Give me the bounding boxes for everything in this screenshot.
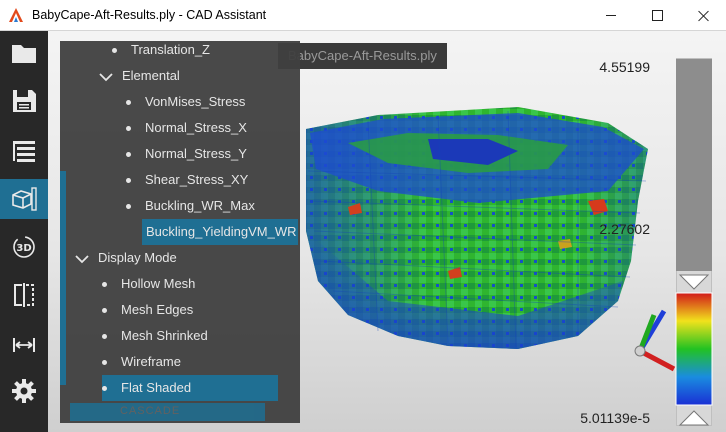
tree-item-label: Buckling_YieldingVM_WR [146,224,297,239]
ship-hull-model[interactable] [48,31,726,432]
measure-button[interactable] [0,325,48,365]
save-icon [13,90,36,112]
bullet-icon [126,100,131,106]
tree-item-shear-stress-xy[interactable]: Shear_Stress_XY [126,167,248,193]
tree-item-label: Flat Shaded [121,380,192,395]
tree-item-normal-stress-y[interactable]: Normal_Stress_Y [126,141,247,167]
scale-max-label: 4.55199 [599,59,650,75]
close-icon [697,10,709,22]
upper-range-handle-icon[interactable] [678,274,710,290]
tree-item-buckling-yieldingvm-wr[interactable]: Buckling_YieldingVM_WR [142,219,298,245]
left-toolbar: 3D [0,31,48,432]
tree-item-label: Wireframe [121,354,181,369]
tree-item-flat-shaded[interactable]: Flat Shaded [102,375,278,401]
color-scale-legend: 4.55199 2.27602 5.01139e-5 [580,53,714,431]
bullet-icon [102,360,107,366]
tree-item-hollow-mesh[interactable]: Hollow Mesh [102,271,195,297]
3d-view-button[interactable]: 3D [0,227,48,267]
lower-range-handle-icon[interactable] [678,410,710,426]
tree-group-display-mode[interactable]: Display Mode [74,245,177,271]
section-plane-icon [14,283,34,307]
open-file-button[interactable] [0,33,48,73]
settings-button[interactable] [0,371,48,411]
section-plane-button[interactable] [0,275,48,315]
tree-item-label: Translation_Z [131,42,210,57]
scale-gradient [675,59,713,426]
close-button[interactable] [680,0,726,31]
tree-item-label: Elemental [122,68,180,83]
tree-item-normal-stress-x[interactable]: Normal_Stress_X [126,115,247,141]
tree-item-label: Mesh Edges [121,302,194,317]
measure-icon [13,338,35,352]
bullet-icon [102,282,107,288]
tree-item-label: Buckling_WR_Max [145,198,255,213]
tree-group-elemental[interactable]: Elemental [98,63,180,89]
bullet-icon [102,334,107,340]
display-mode-button[interactable] [0,179,48,219]
chevron-down-icon [75,254,89,263]
maximize-button[interactable] [634,0,680,31]
bullet-icon [112,48,117,54]
maximize-icon [651,10,663,21]
svg-text:3D: 3D [16,243,31,254]
bullet-icon [102,308,107,314]
app-logo-icon [9,8,23,22]
tree-item-translation-z[interactable]: Translation_Z [112,41,210,63]
tree-item-label: Shear_Stress_XY [145,172,249,187]
scale-min-label: 5.01139e-5 [580,410,650,426]
tree-item-label: Normal_Stress_Y [145,146,247,161]
tree-item-label: Hollow Mesh [121,276,196,291]
3d-viewport[interactable]: BabyCape-Aft-Results.ply CASCADE Transla… [48,31,726,432]
minimize-icon [606,15,616,16]
title-bar: BabyCape-Aft-Results.ply - CAD Assistant [0,0,726,31]
tree-item-wireframe[interactable]: Wireframe [102,349,181,375]
bullet-icon [126,178,131,184]
watermark-text: CASCADE [120,405,181,417]
bullet-icon [126,204,131,210]
folder-icon [12,45,36,63]
tree-item-label: VonMises_Stress [145,94,246,109]
bullet-icon [126,126,131,132]
bullet-icon [126,152,131,158]
save-button[interactable] [0,81,48,121]
model-tree-button[interactable] [0,131,48,171]
tree-item-mesh-edges[interactable]: Mesh Edges [102,297,193,323]
bullet-icon [102,386,107,392]
minimize-button[interactable] [588,0,634,31]
scale-mid-label: 2.27602 [599,221,650,237]
display-mode-icon [12,187,37,211]
model-tree-icon [13,141,35,162]
window-title: BabyCape-Aft-Results.ply - CAD Assistant [32,8,267,22]
tree-item-label: Display Mode [98,250,177,265]
tree-item-label: Mesh Shrinked [121,328,208,343]
gear-icon [12,379,36,403]
tree-item-vonmises-stress[interactable]: VonMises_Stress [126,89,245,115]
chevron-down-icon [99,72,113,81]
tree-item-mesh-shrinked[interactable]: Mesh Shrinked [102,323,208,349]
tree-item-label: Normal_Stress_X [145,120,247,135]
tree-bottom-bar: CASCADE [70,403,265,421]
3d-view-icon: 3D [13,236,35,258]
tree-item-buckling-wr-max[interactable]: Buckling_WR_Max [126,193,255,219]
tree-selection-accent [60,171,66,385]
document-tab[interactable]: BabyCape-Aft-Results.ply [278,43,447,69]
model-tree-panel[interactable]: CASCADE Translation_Z Elemental VonMises… [60,41,300,423]
